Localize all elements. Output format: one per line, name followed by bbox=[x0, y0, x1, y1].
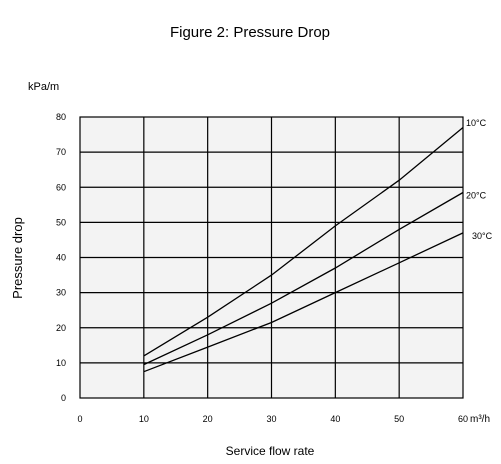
y-tick-label: 40 bbox=[56, 253, 66, 263]
series-lines bbox=[143, 126, 464, 373]
series-line bbox=[143, 126, 464, 357]
x-axis-title: Service flow rate bbox=[226, 444, 315, 458]
y-axis-title: Pressure drop bbox=[10, 217, 25, 299]
x-tick-label: 0 bbox=[77, 414, 82, 424]
grid bbox=[80, 117, 463, 398]
x-tick-label: 20 bbox=[203, 414, 213, 424]
x-tick-label: 40 bbox=[330, 414, 340, 424]
chart-title: Figure 2: Pressure Drop bbox=[170, 24, 330, 41]
series-label: 20°C bbox=[466, 191, 487, 201]
x-tick-label: 50 bbox=[394, 414, 404, 424]
y-unit-label: kPa/m bbox=[28, 81, 59, 93]
series-labels: 10°C 20°C 30°C bbox=[466, 118, 493, 241]
y-tick-label: 30 bbox=[56, 288, 66, 298]
series-line bbox=[143, 191, 464, 366]
y-tick-label: 60 bbox=[56, 182, 66, 192]
y-tick-label: 20 bbox=[56, 323, 66, 333]
y-tick-label: 50 bbox=[56, 217, 66, 227]
y-tick-label: 10 bbox=[56, 358, 66, 368]
x-tick-label: 30 bbox=[266, 414, 276, 424]
x-tick-label: 60 bbox=[458, 414, 468, 424]
series-line bbox=[143, 232, 464, 373]
y-tick-label: 0 bbox=[61, 393, 66, 403]
x-tick-labels: 0 10 20 30 40 50 60 bbox=[77, 414, 468, 424]
y-tick-label: 70 bbox=[56, 147, 66, 157]
y-tick-labels: 0 10 20 30 40 50 60 70 80 bbox=[56, 112, 66, 403]
y-tick-label: 80 bbox=[56, 112, 66, 122]
x-unit-label: m³/h bbox=[470, 414, 490, 425]
series-label: 10°C bbox=[466, 118, 487, 128]
x-tick-label: 10 bbox=[139, 414, 149, 424]
series-label: 30°C bbox=[472, 231, 493, 241]
